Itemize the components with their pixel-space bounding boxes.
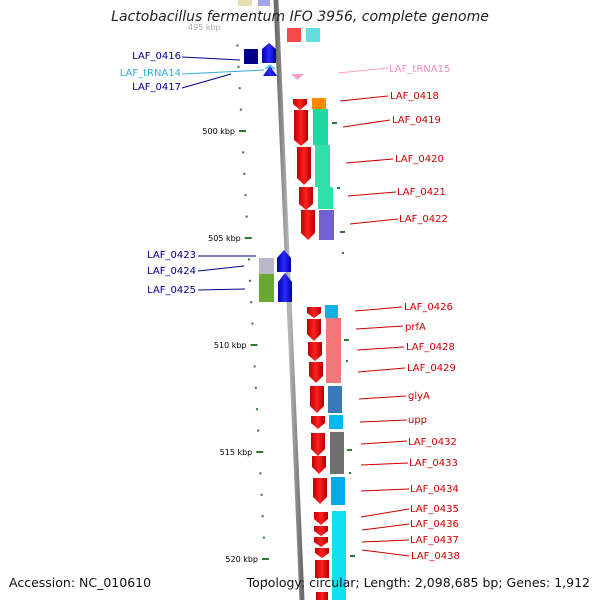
axis-tick-mark — [256, 451, 264, 453]
gene-label-left[interactable]: LAF_0424 — [147, 266, 196, 277]
gene-label-right[interactable]: LAF_0428 — [406, 342, 455, 353]
leader-lines — [181, 56, 410, 557]
gene-laf-0421[interactable] — [299, 187, 313, 210]
gene-laf-0417-b[interactable] — [263, 66, 277, 76]
gene-label-right[interactable]: LAF_tRNA15 — [389, 64, 450, 75]
gene-laf-0418[interactable] — [293, 99, 307, 110]
gene-laf-0424[interactable] — [277, 250, 291, 272]
gene-laf-0425-b[interactable] — [278, 273, 292, 302]
gene-label-left[interactable]: LAF_0416 — [132, 51, 181, 62]
gene-upp[interactable] — [311, 416, 325, 429]
right-gene-labels: LAF_tRNA15 LAF_0418 LAF_0419 LAF_0420 LAF_04… — [389, 64, 460, 562]
gene-laf-0419[interactable] — [294, 110, 308, 146]
gene-laf-0423[interactable] — [259, 258, 274, 274]
gene-label-right[interactable]: LAF_0438 — [411, 551, 460, 562]
gene-label-right[interactable]: LAF_0429 — [407, 363, 456, 374]
axis-tick-label: 505 kbp — [208, 234, 241, 243]
axis-tick-label: 520 kbp — [225, 555, 258, 564]
gene-laf-0437[interactable] — [314, 537, 328, 547]
right-minor-dashes — [332, 122, 355, 557]
gene-laf-0426[interactable] — [307, 307, 321, 318]
gene-laf-0424-b[interactable] — [277, 262, 291, 272]
gene-label-right[interactable]: glyA — [408, 391, 430, 402]
topology-summary: Topology: circular; Length: 2,098,685 bp… — [246, 575, 590, 590]
gene-label-left[interactable]: LAF_0423 — [147, 250, 196, 261]
minus-strand-features — [293, 98, 346, 600]
axis-tick-label: 515 kbp — [220, 448, 253, 457]
faded-tick-label: 495 kbp — [188, 23, 221, 32]
plus-strand-features — [244, 43, 292, 302]
gene-laf-0435[interactable] — [314, 512, 328, 525]
gene-laf-trna15[interactable] — [291, 74, 304, 80]
accession-text: Accession: NC_010610 — [9, 575, 152, 590]
gene-laf-0429[interactable] — [309, 362, 323, 383]
gene-label-left[interactable]: LAF_0417 — [132, 82, 181, 93]
gene-label-right[interactable]: LAF_0434 — [410, 484, 459, 495]
minor-dashes — [236, 44, 268, 582]
gene-label-right[interactable]: LAF_0422 — [399, 214, 448, 225]
top-faded-strip — [238, 0, 320, 42]
axis-tick-mark — [250, 344, 258, 346]
gene-laf-0432[interactable] — [311, 433, 325, 456]
gene-label-right[interactable]: LAF_0419 — [392, 115, 441, 126]
gene-label-right[interactable]: LAF_0432 — [408, 437, 457, 448]
gene-label-right[interactable]: LAF_0435 — [410, 504, 459, 515]
gene-laf-0428[interactable] — [308, 342, 322, 361]
gene-glya[interactable] — [310, 386, 324, 413]
gene-laf-0434[interactable] — [313, 478, 327, 504]
axis-tick-label: 510 kbp — [214, 341, 247, 350]
gene-laf-0417[interactable] — [262, 43, 276, 63]
axis-tick-mark — [244, 237, 252, 239]
map-title: Lactobacillus fermentum IFO 3956, comple… — [111, 9, 489, 25]
left-gene-labels: LAF_0416 LAF_tRNA14 LAF_0417 LAF_0423 LAF_04… — [120, 51, 196, 296]
gene-label-right[interactable]: LAF_0420 — [395, 154, 444, 165]
gene-label-left[interactable]: LAF_tRNA14 — [120, 68, 181, 79]
axis-ticks: 500 kbp 505 kbp 510 kbp 515 kbp 520 kbp — [202, 127, 269, 564]
gene-laf-0420[interactable] — [297, 147, 311, 185]
gene-label-right[interactable]: LAF_0437 — [410, 535, 459, 546]
gene-laf-0438[interactable] — [315, 548, 329, 558]
gene-label-right[interactable]: LAF_0436 — [410, 519, 459, 530]
gene-laf-0425[interactable] — [259, 274, 274, 302]
gene-label-left[interactable]: LAF_0425 — [147, 285, 196, 296]
axis-tick-mark — [262, 558, 269, 560]
gene-laf-0416[interactable] — [244, 49, 258, 64]
gene-laf-0433[interactable] — [312, 456, 326, 474]
gene-label-right[interactable]: LAF_0421 — [397, 187, 446, 198]
gene-laf-0422[interactable] — [301, 210, 315, 240]
gene-label-right[interactable]: LAF_0433 — [409, 458, 458, 469]
gene-prfa[interactable] — [307, 319, 321, 341]
gene-laf-0436[interactable] — [314, 526, 328, 536]
gene-label-right[interactable]: LAF_0418 — [390, 91, 439, 102]
gene-label-right[interactable]: upp — [408, 415, 427, 426]
axis-tick-label: 500 kbp — [202, 127, 235, 136]
gene-label-right[interactable]: LAF_0426 — [404, 302, 453, 313]
gene-label-right[interactable]: prfA — [405, 322, 426, 333]
axis-tick-mark — [239, 130, 246, 132]
